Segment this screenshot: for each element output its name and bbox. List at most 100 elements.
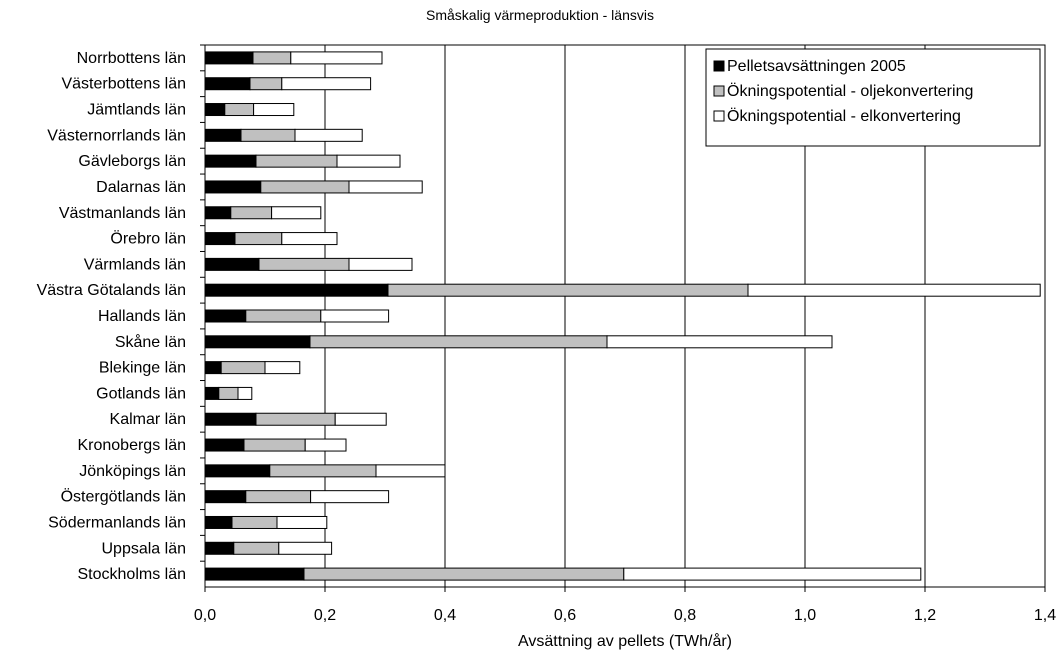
bar-segment-series-2 xyxy=(320,309,390,323)
category-label: Uppsala län xyxy=(102,540,187,557)
bar-segment-series-2 xyxy=(336,154,401,168)
x-tick-labels: 0,0 0,2 0,4 0,6 0,8 1,0 1,2 1,4 xyxy=(194,587,1056,624)
category-label: Södermanlands län xyxy=(48,514,186,531)
legend-label: Ökningspotential - elkonvertering xyxy=(727,107,961,125)
bar-segment-series-2 xyxy=(281,232,338,246)
bar-segment-series-0 xyxy=(204,335,311,349)
bar-segment-series-0 xyxy=(204,103,226,117)
category-label: Kronobergs län xyxy=(77,437,186,454)
chart-title: Småskalig värmeproduktion - länsvis xyxy=(426,7,654,23)
category-labels: Norrbottens län Västerbottens län Jämtland… xyxy=(37,44,205,583)
bar-segment-series-1 xyxy=(234,232,283,246)
bar-segment-series-2 xyxy=(348,180,423,194)
bar-segment-series-1 xyxy=(243,438,306,452)
bar-segment-series-2 xyxy=(348,257,413,271)
bar-segment-series-0 xyxy=(204,541,235,555)
bar-segment-series-1 xyxy=(309,335,608,349)
bar-segment-series-1 xyxy=(260,180,350,194)
bar-segment-series-0 xyxy=(204,490,247,504)
bar-segment-series-2 xyxy=(264,361,301,375)
bar-segment-series-0 xyxy=(204,154,257,168)
category-label: Västmanlands län xyxy=(59,205,186,222)
bar-segment-series-2 xyxy=(253,103,295,117)
bar-segment-series-2 xyxy=(623,567,922,581)
x-tick-label: 0,0 xyxy=(194,607,216,624)
category-label: Östergötlands län xyxy=(61,488,186,506)
legend-swatch xyxy=(713,60,725,72)
bar-segment-series-0 xyxy=(204,309,247,323)
bar-segment-series-1 xyxy=(240,128,296,142)
bar-segment-series-0 xyxy=(204,464,271,478)
bar-segment-series-2 xyxy=(271,206,322,220)
category-label: Dalarnas län xyxy=(96,179,186,196)
bar-segment-series-1 xyxy=(255,154,338,168)
x-tick-label: 1,4 xyxy=(1034,607,1056,624)
bar-segment-series-1 xyxy=(233,541,280,555)
category-label: Kalmar län xyxy=(110,411,186,428)
bar-segment-series-0 xyxy=(204,257,260,271)
bar-segment-series-0 xyxy=(204,232,236,246)
bars xyxy=(204,51,1041,581)
bar-segment-series-0 xyxy=(204,412,257,426)
legend-swatch xyxy=(713,110,725,122)
bar-segment-series-2 xyxy=(294,128,363,142)
category-label: Stockholms län xyxy=(78,566,187,583)
category-label: Norrbottens län xyxy=(77,50,186,67)
x-tick-label: 1,2 xyxy=(914,607,936,624)
category-label: Skåne län xyxy=(115,333,186,351)
bar-segment-series-2 xyxy=(278,541,333,555)
bar-segment-series-1 xyxy=(258,257,350,271)
x-tick-label: 0,6 xyxy=(554,607,576,624)
bar-segment-series-2 xyxy=(276,515,328,529)
x-axis-title: Avsättning av pellets (TWh/år) xyxy=(518,632,732,650)
legend-frame xyxy=(705,48,1041,147)
bar-segment-series-1 xyxy=(224,103,255,117)
bar-segment-series-0 xyxy=(204,128,242,142)
bar-segment-series-0 xyxy=(204,51,254,65)
bar-segment-series-1 xyxy=(220,361,266,375)
bar-segment-series-1 xyxy=(218,386,239,400)
bar-segment-series-1 xyxy=(255,412,336,426)
bar-segment-series-0 xyxy=(204,361,222,375)
x-tick-label: 0,8 xyxy=(674,607,696,624)
x-tick-label: 0,2 xyxy=(314,607,336,624)
bar-segment-series-1 xyxy=(269,464,377,478)
bar-segment-series-1 xyxy=(245,490,312,504)
category-label: Västerbottens län xyxy=(61,76,186,93)
bar-segment-series-1 xyxy=(252,51,292,65)
bar-segment-series-2 xyxy=(237,386,253,400)
bar-segment-series-2 xyxy=(747,283,1041,297)
x-tick-label: 0,4 xyxy=(434,607,456,624)
bar-segment-series-2 xyxy=(281,77,372,91)
bar-segment-series-2 xyxy=(606,335,833,349)
category-label: Gävleborgs län xyxy=(78,153,186,170)
x-tick-label: 1,0 xyxy=(794,607,816,624)
bar-segment-series-2 xyxy=(334,412,387,426)
bar-segment-series-0 xyxy=(204,515,233,529)
category-label: Örebro län xyxy=(110,230,186,248)
bar-segment-series-1 xyxy=(303,567,625,581)
legend-swatch xyxy=(713,85,725,97)
legend-label: Ökningspotential - oljekonvertering xyxy=(727,82,973,100)
bar-segment-series-1 xyxy=(387,283,749,297)
bar-segment-series-1 xyxy=(230,206,273,220)
bar-segment-series-0 xyxy=(204,77,251,91)
category-label: Gotlands län xyxy=(96,385,186,402)
bar-segment-series-2 xyxy=(304,438,347,452)
category-label: Blekinge län xyxy=(99,360,186,377)
category-label: Jämtlands län xyxy=(87,102,186,119)
category-label: Västernorrlands län xyxy=(47,127,186,144)
bar-segment-series-0 xyxy=(204,567,305,581)
category-label: Hallands län xyxy=(98,308,186,325)
bar-segment-series-1 xyxy=(231,515,278,529)
legend-label: Pelletsavsättningen 2005 xyxy=(727,58,906,75)
bar-segment-series-0 xyxy=(204,438,245,452)
bar-segment-series-1 xyxy=(249,77,283,91)
bar-segment-series-2 xyxy=(375,464,446,478)
bar-segment-series-1 xyxy=(245,309,322,323)
bar-segment-series-2 xyxy=(310,490,390,504)
legend: Pelletsavsättningen 2005 Ökningspotential… xyxy=(705,48,1041,147)
category-label: Jönköpings län xyxy=(79,463,186,480)
bar-segment-series-0 xyxy=(204,206,232,220)
